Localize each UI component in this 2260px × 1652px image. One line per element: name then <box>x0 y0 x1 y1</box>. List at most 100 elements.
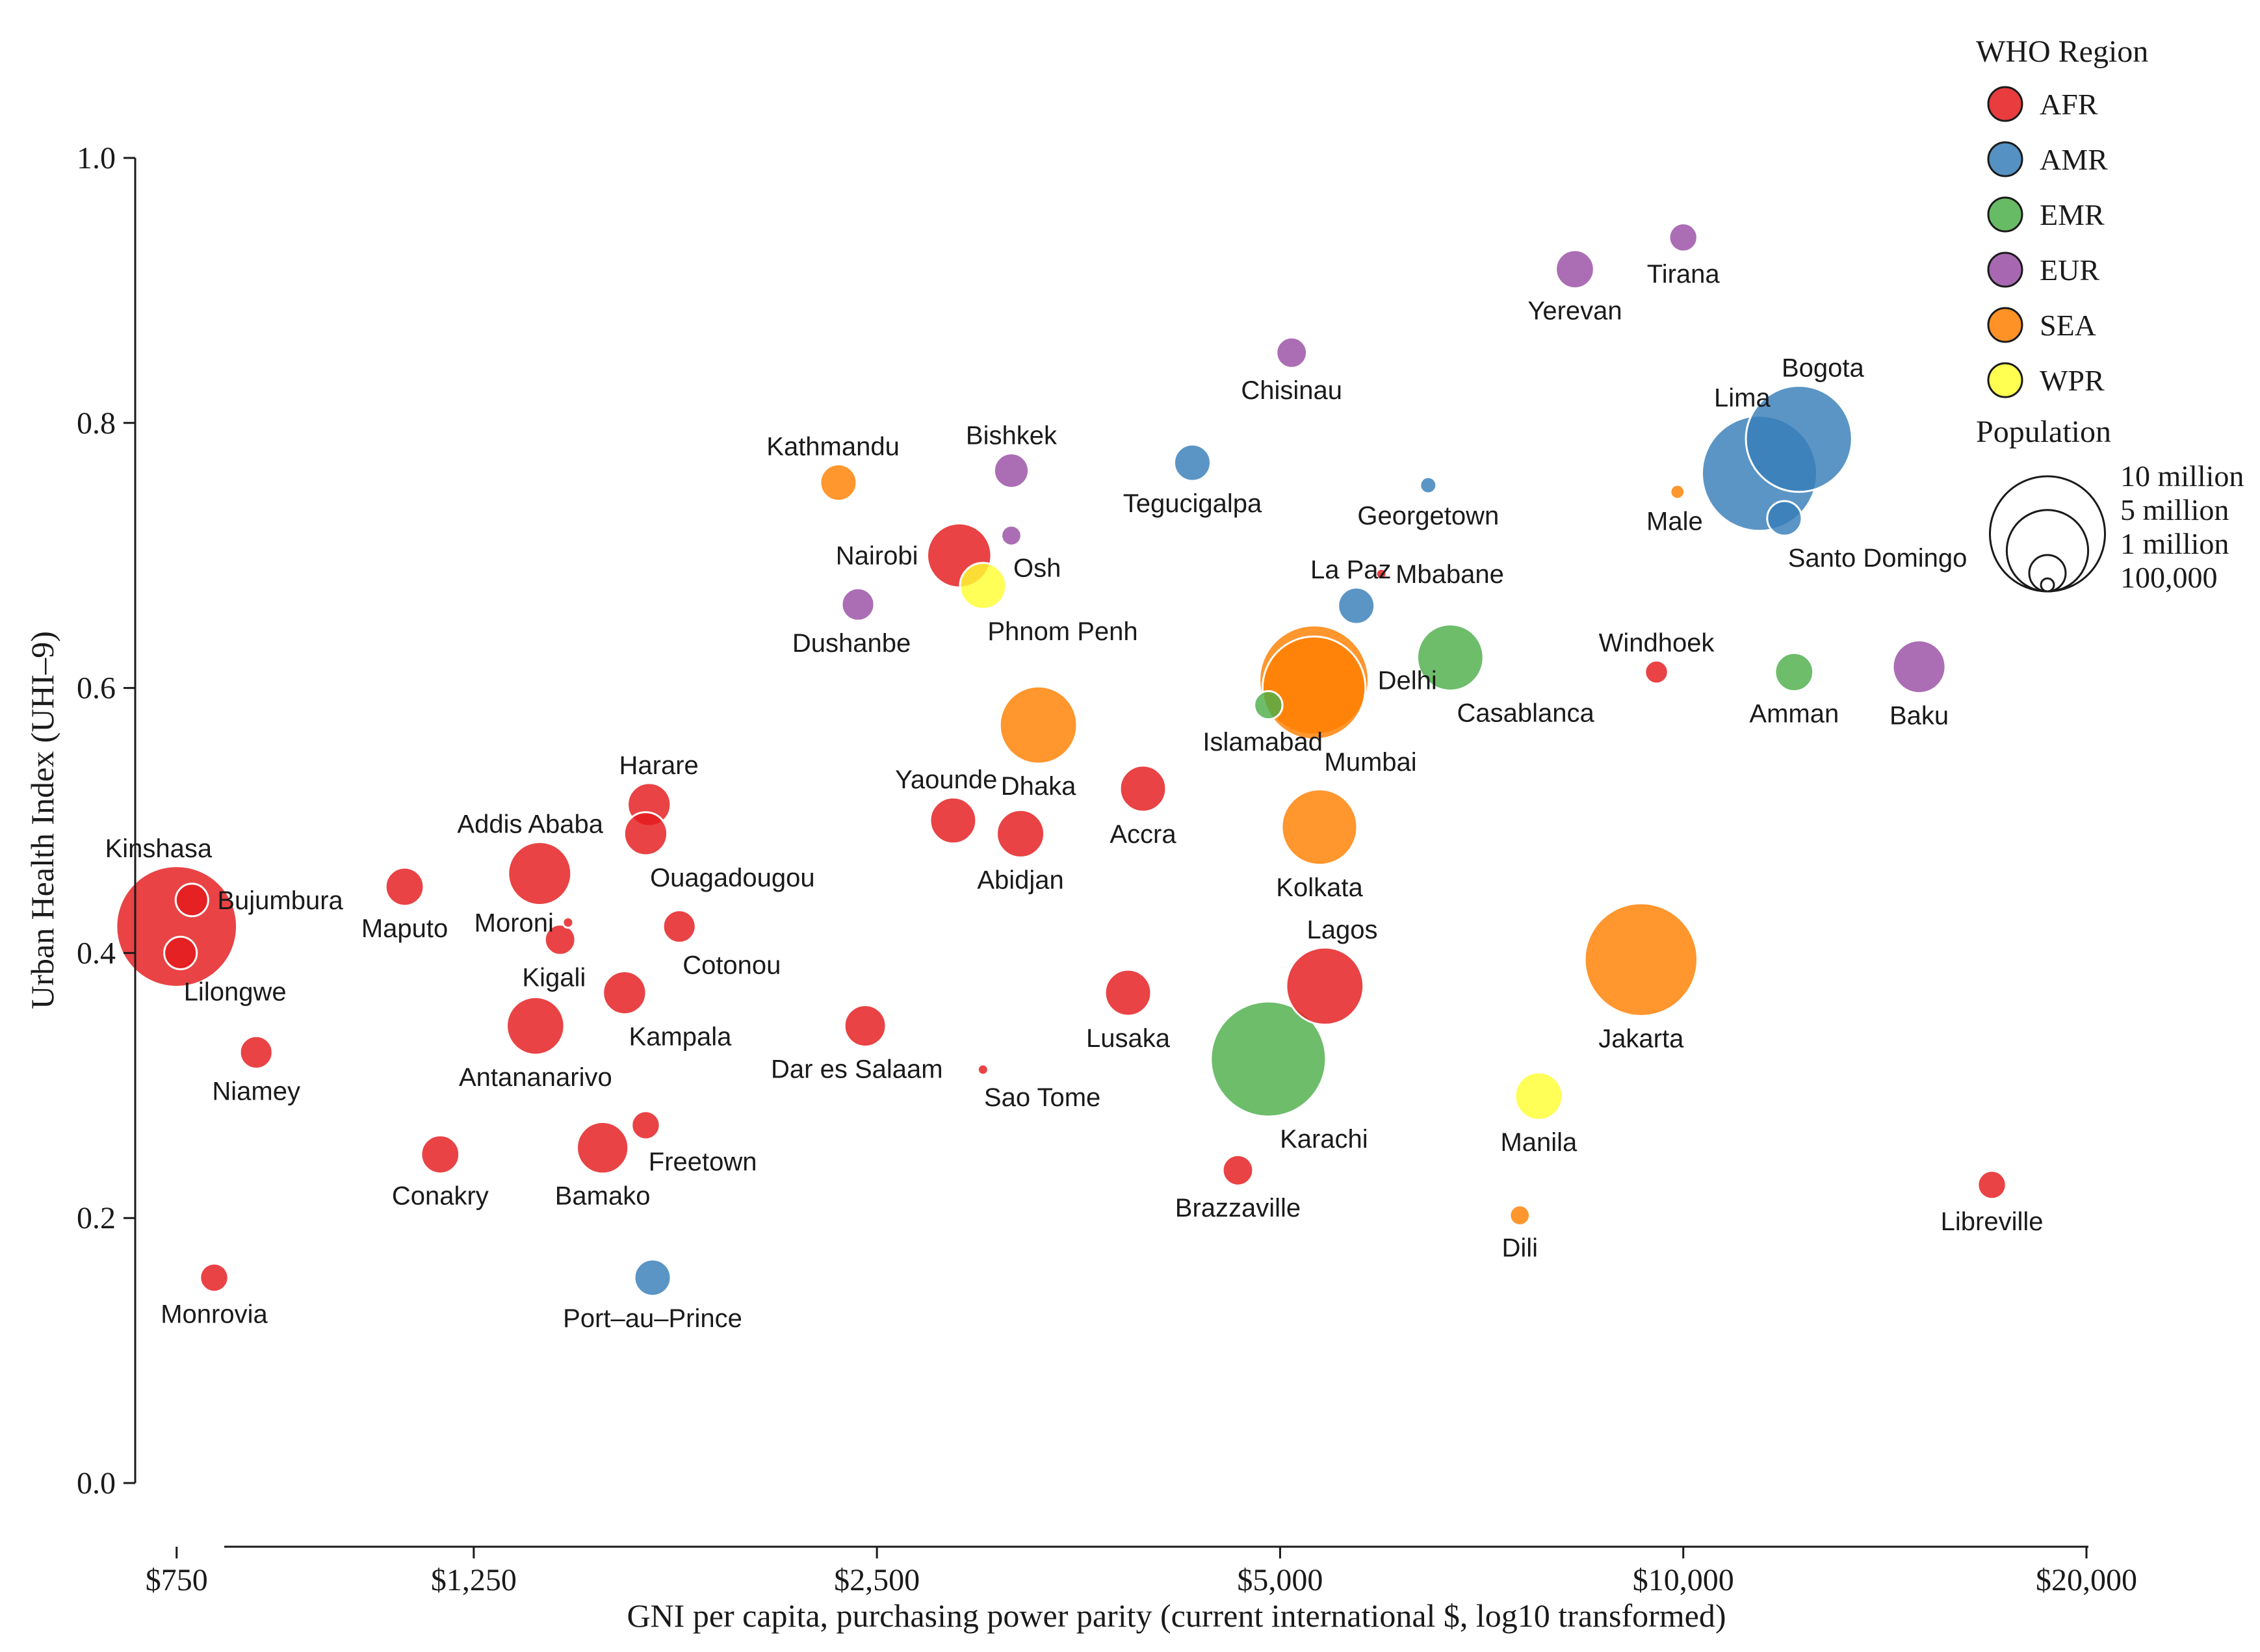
label-antananarivo: Antananarivo <box>459 1063 612 1092</box>
bubble-dili[interactable] <box>1509 1204 1531 1226</box>
label-islamabad: Islamabad <box>1202 728 1323 756</box>
label-georgetown: Georgetown <box>1357 502 1499 530</box>
label-bamako: Bamako <box>555 1182 651 1211</box>
label-santo-domingo: Santo Domingo <box>1788 544 1968 573</box>
x-tick-label: $20,000 <box>2036 1563 2137 1597</box>
bubble-kathmandu[interactable] <box>819 463 858 502</box>
bubble-yerevan[interactable] <box>1555 249 1595 290</box>
label-yerevan: Yerevan <box>1527 297 1622 326</box>
bubble-ouagadougou[interactable] <box>623 811 669 857</box>
label-lagos: Lagos <box>1307 916 1378 944</box>
bubble-lilongwe[interactable] <box>163 935 198 970</box>
bubble-sao-tome[interactable] <box>976 1063 989 1076</box>
bubble-lagos[interactable] <box>1285 946 1365 1026</box>
label-brazzaville: Brazzaville <box>1175 1194 1301 1222</box>
bubble-freetown[interactable] <box>630 1110 661 1141</box>
label-tirana: Tirana <box>1647 260 1721 289</box>
label-port-au-prince: Port–au–Prince <box>563 1304 742 1333</box>
legend-swatch-wpr <box>1987 362 2023 398</box>
bubble-georgetown[interactable] <box>1419 476 1438 495</box>
bubble-maputo[interactable] <box>384 866 425 907</box>
bubble-conakry[interactable] <box>420 1134 461 1175</box>
bubble-mumbai[interactable] <box>1261 635 1367 741</box>
bubble-abidjan[interactable] <box>996 808 1046 858</box>
label-amman: Amman <box>1749 699 1839 728</box>
bubble-chisinau[interactable] <box>1275 336 1308 369</box>
bubbles-layer <box>115 222 2007 1297</box>
bubble-amman[interactable] <box>1774 652 1815 692</box>
bubble-windhoek[interactable] <box>1644 659 1669 685</box>
label-conakry: Conakry <box>392 1182 489 1211</box>
legend-size-label: 10 million <box>2120 459 2244 493</box>
bubble-libreville[interactable] <box>1977 1170 2007 1200</box>
bubble-kampala[interactable] <box>602 970 647 1016</box>
legend-swatch-emr <box>1987 196 2023 233</box>
bubble-la-paz[interactable] <box>1337 586 1376 625</box>
label-manila: Manila <box>1500 1128 1578 1157</box>
bubble-dar-es-salaam[interactable] <box>843 1004 887 1048</box>
bubble-osh[interactable] <box>1000 524 1022 547</box>
bubble-antananarivo[interactable] <box>506 996 565 1056</box>
label-abidjan: Abidjan <box>977 866 1063 894</box>
label-casablanca: Casablanca <box>1457 699 1595 728</box>
bubble-manila[interactable] <box>1514 1071 1564 1121</box>
label-sao-tome: Sao Tome <box>984 1083 1100 1112</box>
bubble-dushanbe[interactable] <box>840 587 876 622</box>
x-tick-label: $10,000 <box>1633 1563 1734 1597</box>
bubble-santo-domingo[interactable] <box>1766 500 1803 537</box>
label-nairobi: Nairobi <box>836 542 918 571</box>
bubble-brazzaville[interactable] <box>1221 1154 1254 1187</box>
legend-region-entries: AFR AMR EMR EUR SEA WPR <box>1987 86 2108 398</box>
bubble-tirana[interactable] <box>1668 222 1698 253</box>
legend-label-wpr: WPR <box>2040 364 2105 397</box>
label-libreville: Libreville <box>1941 1207 2044 1236</box>
bubble-tegucigalpa[interactable] <box>1173 443 1212 482</box>
bubble-bamako[interactable] <box>576 1121 630 1175</box>
label-la-paz: La Paz <box>1310 556 1392 584</box>
label-lima: Lima <box>1714 384 1771 413</box>
bubble-accra[interactable] <box>1119 764 1167 813</box>
bubble-mbabane[interactable] <box>1375 567 1388 580</box>
bubble-dhaka[interactable] <box>998 685 1078 765</box>
legend-swatch-afr <box>1987 86 2023 122</box>
label-yaounde: Yaounde <box>895 766 997 794</box>
label-bishkek: Bishkek <box>966 422 1058 450</box>
bubble-niamey[interactable] <box>239 1035 274 1070</box>
label-monrovia: Monrovia <box>161 1300 268 1329</box>
label-mumbai: Mumbai <box>1324 748 1416 777</box>
x-axis-ticks: $750 $1,250 $2,500 $5,000 $10,000 $20,000 <box>146 1547 2137 1597</box>
bubble-bujumbura[interactable] <box>174 883 209 918</box>
bubble-yaounde[interactable] <box>929 796 978 845</box>
x-axis-title: GNI per capita, purchasing power parity … <box>627 1597 1726 1634</box>
legend-label-eur: EUR <box>2040 253 2099 287</box>
bubble-jakarta[interactable] <box>1583 902 1699 1017</box>
label-cotonou: Cotonou <box>682 951 781 980</box>
label-karachi: Karachi <box>1280 1125 1368 1154</box>
legend-label-amr: AMR <box>2040 143 2108 176</box>
bubble-port-au-prince[interactable] <box>633 1258 672 1297</box>
label-mbabane: Mbabane <box>1396 560 1504 589</box>
bubble-addis-ababa[interactable] <box>507 841 573 907</box>
bubble-bogota[interactable] <box>1745 385 1853 493</box>
bubble-cotonou[interactable] <box>662 909 697 944</box>
legend-swatch-sea <box>1987 307 2023 343</box>
bubble-phnom-penh[interactable] <box>959 561 1007 610</box>
bubble-kigali[interactable] <box>543 923 577 956</box>
bubble-casablanca[interactable] <box>1416 623 1485 692</box>
bubble-kolkata[interactable] <box>1280 788 1358 866</box>
bubble-islamabad[interactable] <box>1253 690 1284 721</box>
bubble-baku[interactable] <box>1891 639 1947 695</box>
bubble-karachi[interactable] <box>1210 1000 1327 1118</box>
label-bujumbura: Bujumbura <box>217 886 343 915</box>
x-tick-label: $1,250 <box>431 1563 517 1597</box>
bubble-lusaka[interactable] <box>1104 968 1152 1017</box>
y-tick-label: 0.6 <box>77 671 116 706</box>
bubble-male[interactable] <box>1669 484 1686 500</box>
bubble-moroni[interactable] <box>562 916 575 929</box>
label-accra: Accra <box>1110 820 1176 849</box>
bubble-monrovia[interactable] <box>199 1262 229 1293</box>
legend-swatch-eur <box>1987 252 2023 288</box>
bubble-bishkek[interactable] <box>993 452 1030 489</box>
